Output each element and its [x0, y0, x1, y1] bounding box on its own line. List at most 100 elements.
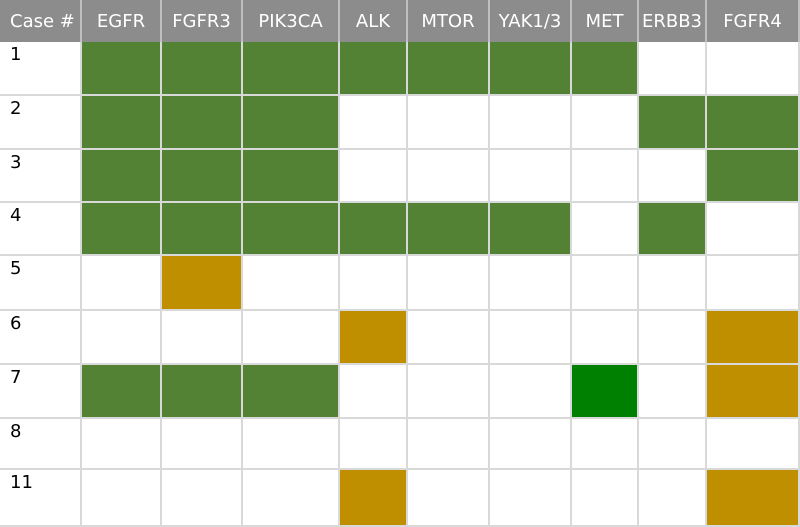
heatmap-cell — [243, 96, 340, 150]
heatmap-cell — [490, 470, 572, 527]
heatmap-cell — [639, 150, 707, 203]
heatmap-cell — [243, 256, 340, 311]
heatmap-cell — [162, 42, 243, 96]
heatmap-cell — [340, 203, 408, 256]
heatmap-cell — [82, 470, 162, 527]
heatmap-cell — [162, 311, 243, 365]
heatmap-cell — [707, 150, 800, 203]
heatmap-cell — [162, 419, 243, 470]
heatmap-cell — [243, 203, 340, 256]
heatmap-cell — [162, 365, 243, 419]
heatmap-cell — [243, 470, 340, 527]
heatmap-cell — [707, 256, 800, 311]
case-row-label: 6 — [0, 311, 82, 365]
case-row-label: 5 — [0, 256, 82, 311]
heatmap-cell — [408, 256, 490, 311]
gene-column-header: FGFR4 — [707, 0, 800, 42]
heatmap-cell — [572, 311, 639, 365]
case-row-label: 3 — [0, 150, 82, 203]
heatmap-cell — [490, 150, 572, 203]
heatmap-cell — [243, 419, 340, 470]
heatmap-cell — [408, 419, 490, 470]
heatmap-cell — [340, 150, 408, 203]
heatmap-cell — [639, 419, 707, 470]
heatmap-cell — [707, 42, 800, 96]
case-row-label: 1 — [0, 42, 82, 96]
heatmap-cell — [639, 256, 707, 311]
heatmap-cell — [82, 96, 162, 150]
case-row-label: 11 — [0, 470, 82, 527]
heatmap-cell — [572, 419, 639, 470]
heatmap-cell — [82, 42, 162, 96]
heatmap-cell — [707, 365, 800, 419]
heatmap-cell — [162, 470, 243, 527]
heatmap-cell — [408, 96, 490, 150]
heatmap-cell — [340, 470, 408, 527]
case-row-label: 8 — [0, 419, 82, 470]
case-column-header: Case # — [0, 0, 82, 42]
heatmap-cell — [82, 419, 162, 470]
heatmap-cell — [490, 419, 572, 470]
heatmap-cell — [243, 311, 340, 365]
heatmap-cell — [639, 311, 707, 365]
heatmap-cell — [340, 256, 408, 311]
heatmap-cell — [82, 256, 162, 311]
heatmap-cell — [162, 96, 243, 150]
heatmap-cell — [572, 150, 639, 203]
gene-column-header: MTOR — [408, 0, 490, 42]
heatmap-cell — [572, 96, 639, 150]
case-row-label: 2 — [0, 96, 82, 150]
heatmap-cell — [639, 42, 707, 96]
heatmap-cell — [490, 311, 572, 365]
heatmap-cell — [707, 203, 800, 256]
heatmap-cell — [408, 365, 490, 419]
case-row-label: 4 — [0, 203, 82, 256]
heatmap-cell — [572, 42, 639, 96]
heatmap-cell — [639, 470, 707, 527]
heatmap-cell — [340, 42, 408, 96]
gene-column-header: MET — [572, 0, 639, 42]
heatmap-cell — [340, 311, 408, 365]
heatmap-cell — [243, 365, 340, 419]
heatmap-cell — [82, 311, 162, 365]
gene-column-header: PIK3CA — [243, 0, 340, 42]
case-row-label: 7 — [0, 365, 82, 419]
heatmap-cell — [707, 470, 800, 527]
heatmap-cell — [639, 96, 707, 150]
heatmap-cell — [162, 256, 243, 311]
heatmap-cell — [572, 256, 639, 311]
heatmap-cell — [243, 42, 340, 96]
heatmap-cell — [490, 365, 572, 419]
heatmap-cell — [572, 203, 639, 256]
heatmap-cell — [82, 365, 162, 419]
heatmap-cell — [82, 150, 162, 203]
heatmap-cell — [162, 150, 243, 203]
heatmap-cell — [639, 203, 707, 256]
heatmap-cell — [340, 365, 408, 419]
heatmap-cell — [707, 419, 800, 470]
heatmap-cell — [82, 203, 162, 256]
heatmap-cell — [408, 150, 490, 203]
heatmap-cell — [162, 203, 243, 256]
gene-column-header: YAK1/3 — [490, 0, 572, 42]
gene-column-header: ALK — [340, 0, 408, 42]
gene-column-header: ERBB3 — [639, 0, 707, 42]
heatmap-cell — [639, 365, 707, 419]
heatmap-cell — [408, 470, 490, 527]
heatmap-cell — [707, 96, 800, 150]
heatmap-cell — [243, 150, 340, 203]
heatmap-cell — [340, 96, 408, 150]
heatmap-cell — [572, 470, 639, 527]
heatmap-cell — [490, 203, 572, 256]
heatmap-cell — [408, 203, 490, 256]
heatmap-cell — [408, 42, 490, 96]
heatmap-cell — [572, 365, 639, 419]
heatmap-cell — [707, 311, 800, 365]
heatmap-cell — [408, 311, 490, 365]
gene-column-header: EGFR — [82, 0, 162, 42]
heatmap-cell — [490, 42, 572, 96]
heatmap-cell — [490, 256, 572, 311]
gene-column-header: FGFR3 — [162, 0, 243, 42]
heatmap-cell — [490, 96, 572, 150]
